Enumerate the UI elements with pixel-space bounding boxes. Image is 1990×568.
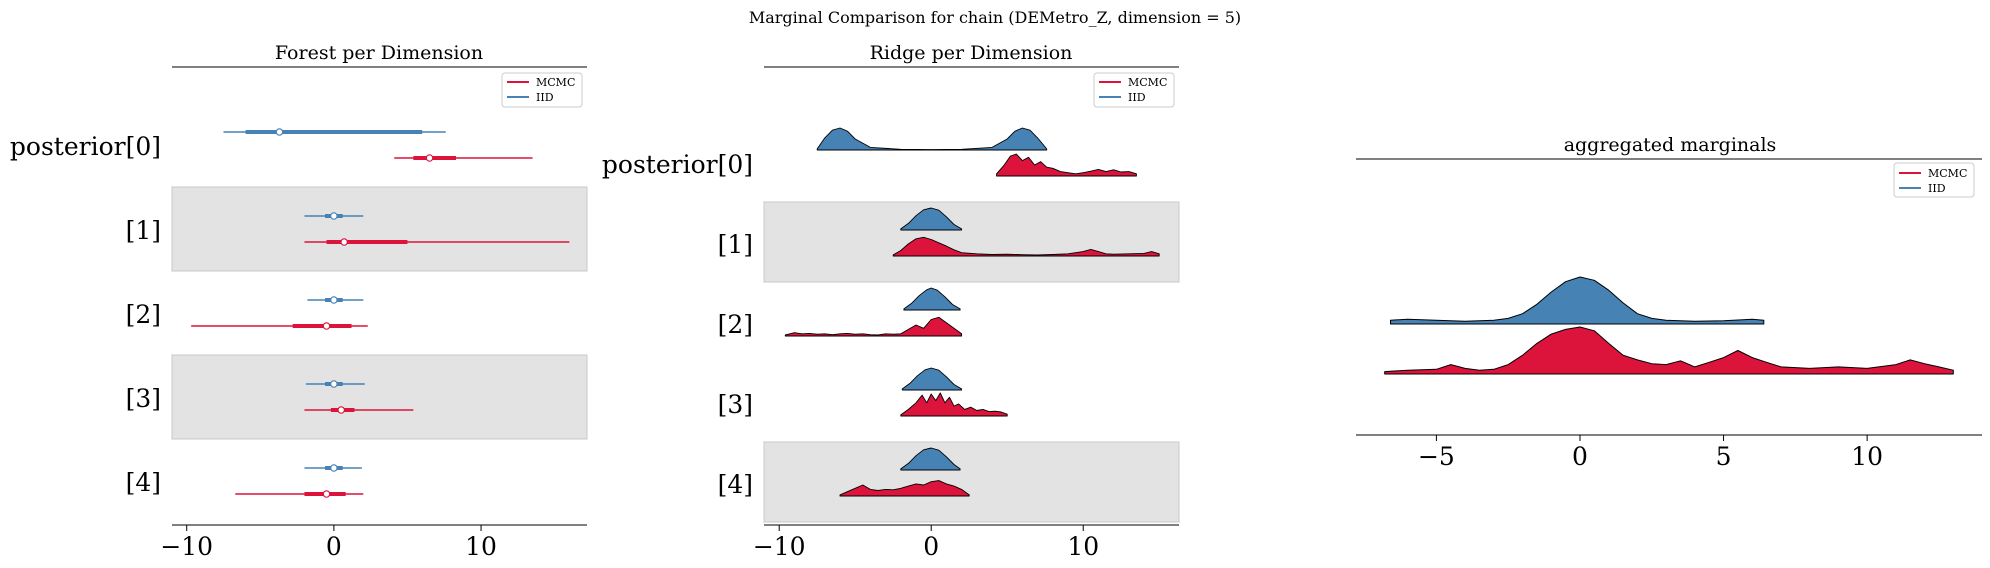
ridge-legend: MCMC IID [1093,72,1175,108]
x-tick-label: 10 [1067,532,1099,561]
forest-mcmc-point-2 [322,322,331,330]
x-tick-label: 5 [1716,442,1732,471]
forest-iid-point-3 [330,380,338,388]
forest-row-label-1: [1] [126,216,161,245]
ridge-mcmc-density-3 [900,392,1008,417]
ridge-row-bands [763,201,1180,523]
x-tick-label: 0 [326,532,342,561]
x-tick-label: 0 [1572,442,1588,471]
forest-mcmc-point-0 [425,154,434,162]
ridge-title: Ridge per Dimension [870,42,1073,64]
forest-row-label-3: [3] [126,384,161,413]
forest-iid-point-2 [330,296,338,304]
forest-band-row-3 [171,354,588,440]
ridge-iid-density-2 [903,287,961,311]
forest-legend: MCMC IID [501,72,583,108]
aggregated-legend-iid-label: IID [1928,182,1946,195]
ridge-row-label-2: [2] [718,310,753,339]
x-tick-label: −10 [753,532,806,561]
ridge-legend-iid-label: IID [1128,91,1146,104]
aggregated-mcmc-density [1384,326,1954,375]
ridge-x-axis: −10 0 10 [753,525,1099,561]
ridge-row-label-0: posterior[0] [602,150,753,179]
ridge-row-label-1: [1] [718,230,753,259]
ridge-iid-density-3 [901,367,963,391]
ridge-mcmc-density-0 [996,153,1137,177]
x-tick-label: −5 [1418,442,1455,471]
ridge-row-label-4: [4] [718,470,753,499]
aggregated-panel: aggregated marginals −5 0 5 10 MCMC IID [1356,134,1982,471]
forest-row-bands [171,186,588,440]
forest-x-axis: −10 0 10 [160,525,497,561]
ridge-band-row-3 [763,441,1180,523]
aggregated-marks [1384,276,1954,375]
ridge-mcmc-density-1 [892,236,1160,257]
ridge-iid-density-0 [816,127,1048,151]
aggregated-iid-density [1390,276,1765,325]
x-tick-label: −10 [160,532,213,561]
ridge-iid-density-1 [900,207,963,231]
forest-mcmc-point-1 [340,238,348,246]
forest-title: Forest per Dimension [275,42,483,64]
forest-panel: Forest per Dimension −10 0 10 posterior[0]… [10,42,588,561]
aggregated-x-axis: −5 0 5 10 [1418,435,1883,471]
x-tick-label: 0 [923,532,939,561]
ridge-mcmc-density-2 [784,316,963,337]
forest-mcmc-point-3 [337,406,346,414]
aggregated-legend-mcmc-label: MCMC [1928,167,1967,180]
forest-legend-mcmc-label: MCMC [536,76,575,89]
ridge-mcmc-density-4 [839,480,970,497]
forest-iid-point-4 [330,464,338,472]
forest-iid-point-1 [330,212,338,220]
forest-marks [191,128,570,498]
ridge-legend-mcmc-label: MCMC [1128,76,1167,89]
ridge-row-label-3: [3] [718,390,753,419]
aggregated-legend: MCMC IID [1893,162,1975,198]
ridge-band-row-1 [763,201,1180,283]
x-tick-label: 10 [465,532,497,561]
x-tick-label: 10 [1851,442,1883,471]
ridge-iid-density-4 [900,447,961,471]
ridge-marks [784,127,1160,497]
forest-row-label-0: posterior[0] [10,132,161,161]
forest-row-label-4: [4] [126,468,161,497]
ridge-panel: Ridge per Dimension −10 0 10 posterior[0] … [602,42,1180,561]
forest-legend-iid-label: IID [536,91,554,104]
forest-iid-point-0 [275,128,284,136]
forest-row-label-2: [2] [126,300,161,329]
forest-band-row-1 [171,186,588,272]
aggregated-title: aggregated marginals [1564,134,1777,156]
forest-mcmc-point-4 [322,490,331,498]
figure-suptitle: Marginal Comparison for chain (DEMetro_Z… [749,8,1241,27]
